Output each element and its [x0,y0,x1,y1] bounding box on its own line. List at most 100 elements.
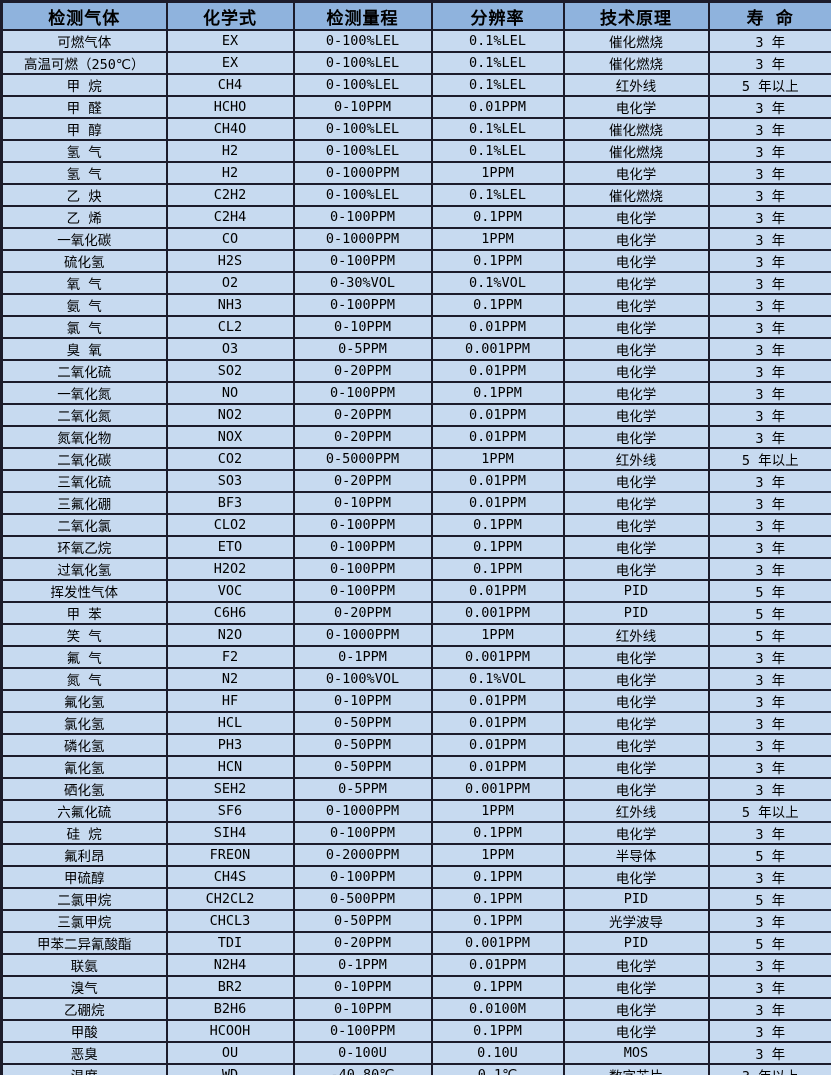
table-row: 氮氧化物 NOX 0-20PPM 0.01PPM 电化学 3 年 [0,425,831,449]
table-cell: 3 年 [707,403,831,427]
table-row: 三氯甲烷 CHCL3 0-50PPM 0.1PPM 光学波导 3 年 [0,909,831,933]
table-cell: 红外线 [562,623,710,647]
table-cell: 3 年 [707,337,831,361]
table-row: 溴气 BR2 0-10PPM 0.1PPM 电化学 3 年 [0,975,831,999]
table-cell: 0.01PPM [430,425,565,449]
table-cell: 0-100%LEL [292,139,433,163]
table-cell: 5 年 [707,579,831,603]
table-cell: 电化学 [562,865,710,889]
table-cell: FREON [165,843,295,867]
table-cell: 0.01PPM [430,733,565,757]
table-cell: 0-1000PPM [292,227,433,251]
table-cell: 0.1PPM [430,887,565,911]
table-cell: C2H4 [165,205,295,229]
table-cell: 0-1000PPM [292,799,433,823]
table-cell: 0-500PPM [292,887,433,911]
table-cell: 电化学 [562,689,710,713]
table-cell: 电化学 [562,403,710,427]
table-cell: 0-100PPM [292,535,433,559]
table-cell: 半导体 [562,843,710,867]
table-row: 三氧化硫 SO3 0-20PPM 0.01PPM 电化学 3 年 [0,469,831,493]
table-cell: 0.1℃ [430,1063,565,1075]
table-cell: 一氧化碳 [0,227,168,251]
table-cell: 挥发性气体 [0,579,168,603]
table-cell: EX [165,51,295,75]
table-cell: 0.1PPM [430,909,565,933]
table-cell: 0.01PPM [430,491,565,515]
table-cell: 0.1%VOL [430,271,565,295]
table-cell: 3 年 [707,117,831,141]
table-cell: CO [165,227,295,251]
table-cell: 0-5PPM [292,777,433,801]
table-cell: 电化学 [562,733,710,757]
table-row: 甲苯二异氰酸酯 TDI 0-20PPM 0.001PPM PID 5 年 [0,931,831,955]
table-cell: 0-10PPM [292,689,433,713]
table-cell: 0-1000PPM [292,161,433,185]
table-cell: 3 年 [707,249,831,273]
table-cell: VOC [165,579,295,603]
table-cell: 氮氧化物 [0,425,168,449]
table-cell: 0.1%LEL [430,117,565,141]
table-cell: 0.01PPM [430,359,565,383]
table-cell: 乙 炔 [0,183,168,207]
table-cell: 5 年以上 [707,73,831,97]
table-cell: 1PPM [430,227,565,251]
table-cell: 0-10PPM [292,95,433,119]
table-cell: 电化学 [562,227,710,251]
table-cell: 电化学 [562,425,710,449]
table-cell: 0-10PPM [292,975,433,999]
table-cell: 0-10PPM [292,491,433,515]
table-cell: 3 年 [707,557,831,581]
table-cell: 臭 氧 [0,337,168,361]
table-cell: CHCL3 [165,909,295,933]
table-cell: 1PPM [430,447,565,471]
table-cell: 5 年 [707,887,831,911]
table-cell: 0.1PPM [430,1019,565,1043]
table-cell: 二氧化氮 [0,403,168,427]
table-cell: 0-100%LEL [292,29,433,53]
table-cell: BF3 [165,491,295,515]
table-cell: CH4O [165,117,295,141]
table-cell: 5 年 [707,843,831,867]
table-cell: 0-100PPM [292,381,433,405]
table-cell: 一氧化氮 [0,381,168,405]
table-cell: 0.1PPM [430,293,565,317]
table-cell: N2 [165,667,295,691]
table-cell: 甲硫醇 [0,865,168,889]
table-cell: 电化学 [562,997,710,1021]
table-cell: CH2CL2 [165,887,295,911]
table-cell: CO2 [165,447,295,471]
table-cell: 氧 气 [0,271,168,295]
table-cell: 0.1PPM [430,535,565,559]
table-cell: 电化学 [562,711,710,735]
table-cell: 电化学 [562,315,710,339]
table-row: 硫化氢 H2S 0-100PPM 0.1PPM 电化学 3 年 [0,249,831,273]
table-cell: 3 年 [707,711,831,735]
table-cell: 0.1PPM [430,975,565,999]
table-cell: NOX [165,425,295,449]
table-cell: 甲 醛 [0,95,168,119]
table-cell: 温度 [0,1063,168,1075]
table-cell: 3 年 [707,689,831,713]
table-cell: 电化学 [562,337,710,361]
table-cell: 0.001PPM [430,337,565,361]
table-cell: O3 [165,337,295,361]
column-header-resolution: 分辨率 [430,0,565,31]
table-row: 六氟化硫 SF6 0-1000PPM 1PPM 红外线 5 年以上 [0,799,831,823]
table-cell: 电化学 [562,249,710,273]
table-cell: 3 年 [707,51,831,75]
table-cell: 0.01PPM [430,315,565,339]
table-cell: 3 年 [707,359,831,383]
column-header-gas: 检测气体 [0,0,168,31]
table-cell: 红外线 [562,73,710,97]
table-cell: 0.01PPM [430,689,565,713]
table-cell: O2 [165,271,295,295]
table-cell: NH3 [165,293,295,317]
table-cell: 电化学 [562,777,710,801]
table-cell: 3 年 [707,183,831,207]
table-cell: 氯 气 [0,315,168,339]
table-row: 恶臭 OU 0-100U 0.10U MOS 3 年 [0,1041,831,1065]
table-cell: PID [562,887,710,911]
table-cell: 二氯甲烷 [0,887,168,911]
table-cell: 3 年 [707,755,831,779]
